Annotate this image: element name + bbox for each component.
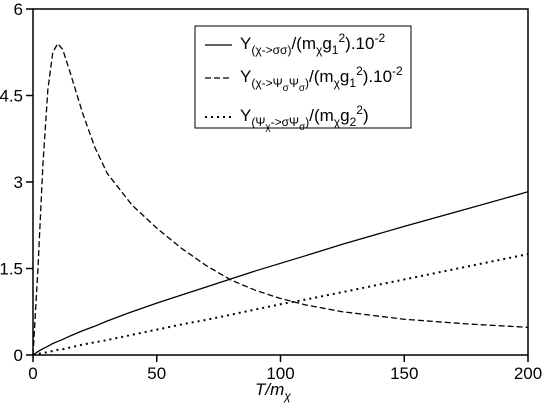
text-part: χ — [334, 76, 341, 90]
y-tick-label: 6 — [14, 0, 23, 19]
text-part: χ — [334, 115, 341, 129]
y-tick-label: 4.5 — [0, 87, 23, 106]
text-part: σ — [283, 83, 290, 94]
text-part: 2 — [350, 115, 357, 129]
text-part: Y — [240, 67, 251, 86]
x-tick-label: 150 — [390, 364, 418, 383]
text-part: 1 — [332, 43, 339, 57]
text-part: (χ->σσ) — [251, 43, 291, 57]
x-tick-label: 50 — [147, 364, 166, 383]
text-part: 1 — [349, 76, 356, 90]
text-part: /(m — [291, 34, 316, 53]
text-part: ) — [363, 106, 369, 125]
data-line — [32, 191, 529, 356]
text-part: g — [322, 34, 331, 53]
text-part: -2 — [392, 64, 403, 78]
text-part: 2 — [338, 31, 345, 45]
text-part: g — [340, 67, 349, 86]
text-part: σ — [299, 122, 306, 133]
y-tick-label: 0 — [14, 346, 23, 365]
text-part: -2 — [374, 31, 385, 45]
text-part: Ψ — [289, 76, 299, 90]
x-tick-label: 0 — [28, 364, 37, 383]
y-tick-label: 3 — [14, 173, 23, 192]
legend-label: Y(χ->σσ)/(mχg12).10-2 — [240, 31, 385, 57]
legend-label: Y(Ψχ->σΨσ)/(mχg22) — [240, 103, 369, 133]
x-axis-label: T/mχ — [255, 380, 291, 403]
text-part: T/m — [255, 380, 284, 399]
x-tick-label: 100 — [266, 364, 294, 383]
data-line — [32, 253, 529, 356]
legend-label: Y(χ->ΨσΨσ)/(mχg12).10-2 — [240, 64, 403, 94]
data-line — [32, 42, 529, 356]
text-part: (χ->Ψ — [251, 76, 282, 90]
text-part: χ — [265, 122, 271, 133]
text-part: (Ψ — [251, 115, 265, 129]
y-tick-label: 1.5 — [0, 260, 23, 279]
text-part: /(m — [309, 106, 334, 125]
text-part: ).10 — [345, 34, 374, 53]
text-part: σ — [299, 83, 306, 94]
text-part: ).10 — [363, 67, 392, 86]
text-part: /(m — [309, 67, 334, 86]
text-part: 2 — [356, 64, 363, 78]
text-part: Y — [240, 106, 251, 125]
legend-box — [194, 25, 412, 129]
text-part: χ — [283, 389, 291, 403]
text-part: 2 — [356, 103, 363, 117]
text-part: ) — [305, 115, 309, 129]
text-part: g — [340, 106, 349, 125]
text-part: ) — [305, 76, 309, 90]
text-part: ->σΨ — [271, 115, 299, 129]
text-part: χ — [316, 43, 323, 57]
text-part: Y — [240, 34, 251, 53]
x-tick-label: 200 — [514, 364, 542, 383]
